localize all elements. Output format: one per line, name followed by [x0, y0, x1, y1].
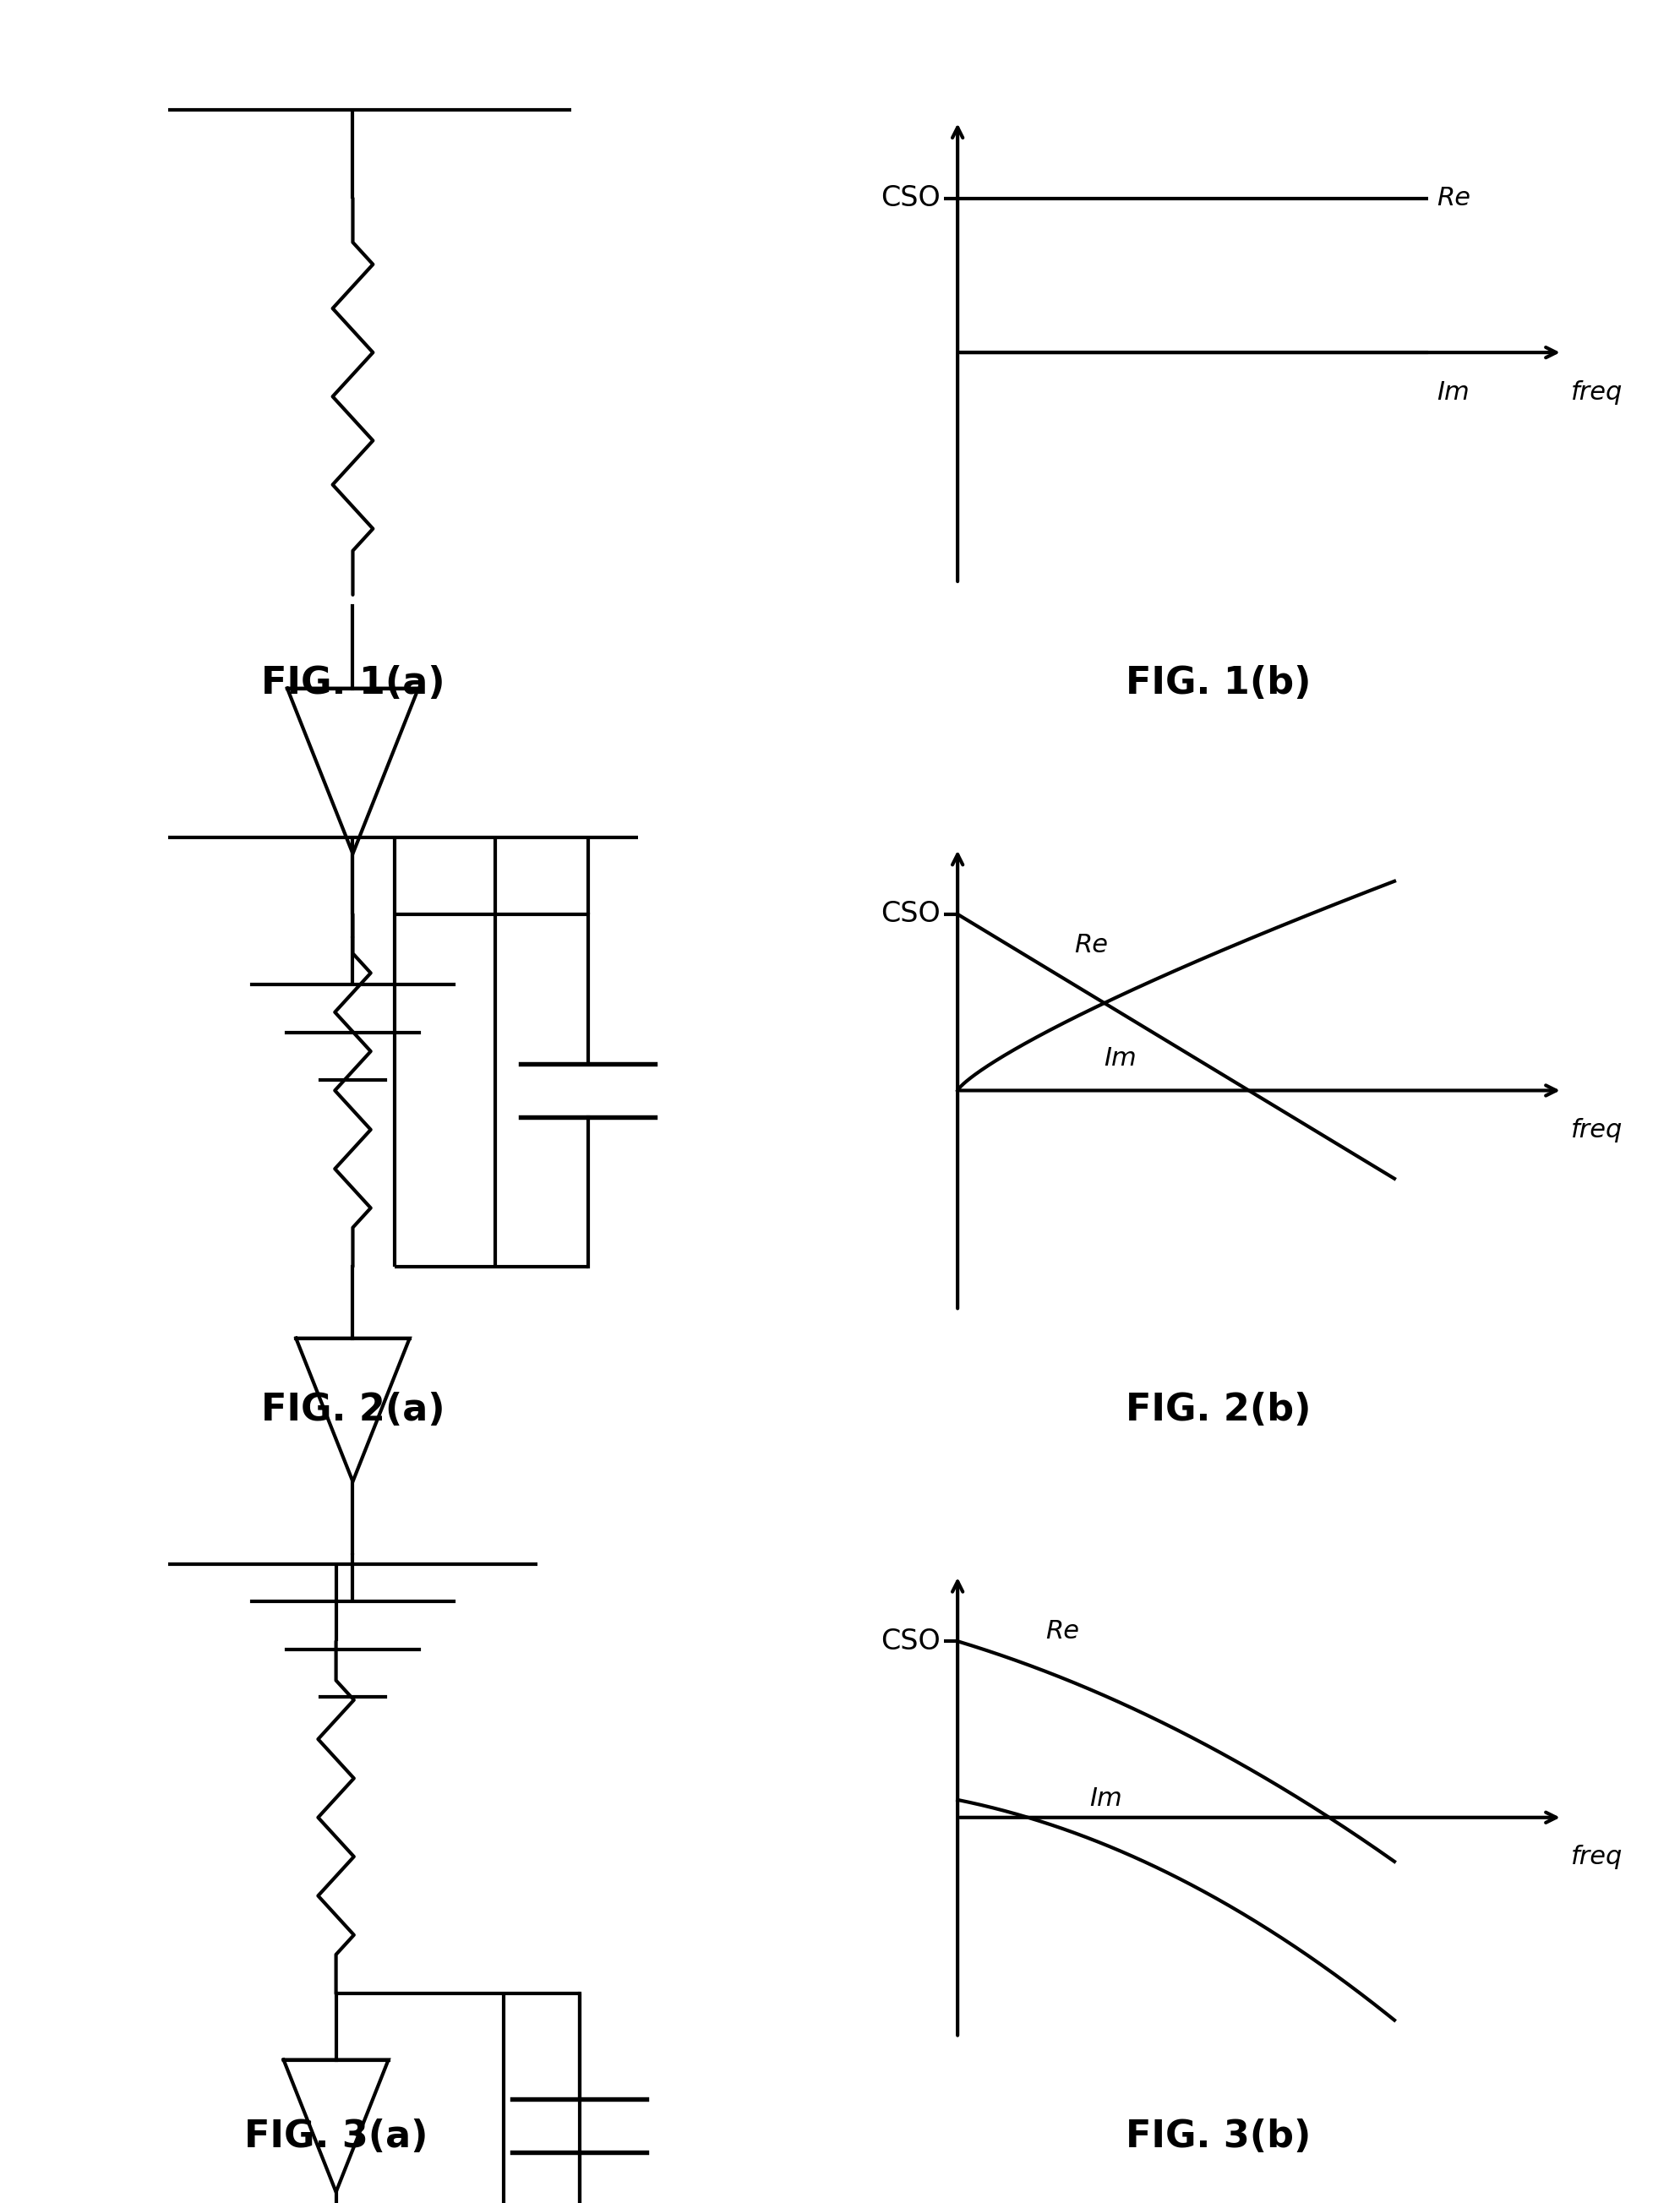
Text: freq: freq	[1571, 1844, 1623, 1870]
Text: freq: freq	[1571, 1117, 1623, 1143]
Text: freq: freq	[1571, 379, 1623, 405]
Text: Re: Re	[1045, 1619, 1079, 1643]
Text: Im: Im	[1089, 1787, 1122, 1811]
Text: FIG. 1(b): FIG. 1(b)	[1126, 665, 1310, 701]
Text: CSO: CSO	[880, 1628, 941, 1654]
Text: Re: Re	[1436, 185, 1470, 211]
Text: FIG. 2(b): FIG. 2(b)	[1126, 1392, 1310, 1428]
Text: CSO: CSO	[880, 901, 941, 927]
Text: Im: Im	[1436, 379, 1468, 405]
Text: FIG. 1(a): FIG. 1(a)	[260, 665, 445, 701]
Text: FIG. 3(a): FIG. 3(a)	[244, 2119, 428, 2155]
Text: Im: Im	[1104, 1046, 1136, 1071]
Text: FIG. 2(a): FIG. 2(a)	[260, 1392, 445, 1428]
Text: CSO: CSO	[880, 185, 941, 211]
Text: FIG. 3(b): FIG. 3(b)	[1126, 2119, 1310, 2155]
Text: Re: Re	[1075, 934, 1109, 958]
